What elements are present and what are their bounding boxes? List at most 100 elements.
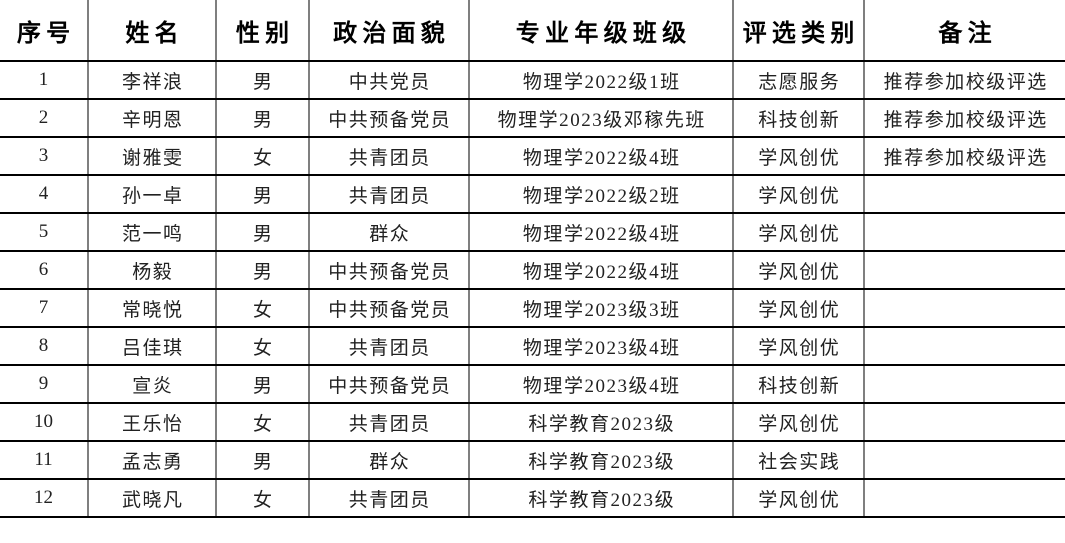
- cell-category: 学风创优: [733, 479, 865, 518]
- cell-category: 社会实践: [733, 441, 865, 480]
- table-row: 4 孙一卓男共青团员 物理学2022级2班 学风创优: [0, 175, 1065, 214]
- cell-class: 物理学2022级4班: [469, 137, 734, 176]
- cell-remark: [864, 251, 1065, 290]
- table-body: 1 李祥浪男中共党员 物理学2022级1班 志愿服务 推荐参加校级评选 2 辛明恩男中共预备…: [0, 61, 1065, 518]
- table-row: 7 常晓悦女中共预备党员 物理学2023级3班 学风创优: [0, 289, 1065, 328]
- cell-political_status: 共青团员: [309, 175, 470, 214]
- cell-category: 志愿服务: [733, 61, 865, 100]
- cell-remark: 推荐参加校级评选: [864, 99, 1065, 138]
- cell-name: 吕佳琪: [88, 327, 217, 366]
- cell-gender: 女: [216, 479, 310, 518]
- cell-political_status: 共青团员: [309, 403, 470, 442]
- column-header-name: 姓名: [88, 0, 217, 62]
- cell-gender: 男: [216, 99, 310, 138]
- table-row: 10 王乐怡女共青团员 科学教育2023级 学风创优: [0, 403, 1065, 442]
- cell-remark: [864, 403, 1065, 442]
- cell-index: 12: [0, 479, 89, 518]
- cell-political_status: 中共党员: [309, 61, 470, 100]
- cell-remark: [864, 175, 1065, 214]
- column-header-class: 专业年级班级: [469, 0, 734, 62]
- table-row: 9 宣炎男中共预备党员 物理学2023级4班 科技创新: [0, 365, 1065, 404]
- cell-remark: [864, 289, 1065, 328]
- cell-political_status: 中共预备党员: [309, 289, 470, 328]
- table-row: 11 孟志勇男群众 科学教育2023级 社会实践: [0, 441, 1065, 480]
- cell-name: 李祥浪: [88, 61, 217, 100]
- cell-class: 物理学2023级邓稼先班: [469, 99, 734, 138]
- cell-category: 科技创新: [733, 99, 865, 138]
- table-row: 1 李祥浪男中共党员 物理学2022级1班 志愿服务 推荐参加校级评选: [0, 61, 1065, 100]
- cell-gender: 男: [216, 213, 310, 252]
- cell-category: 学风创优: [733, 289, 865, 328]
- cell-remark: [864, 327, 1065, 366]
- cell-name: 孙一卓: [88, 175, 217, 214]
- cell-name: 武晓凡: [88, 479, 217, 518]
- cell-class: 科学教育2023级: [469, 403, 734, 442]
- cell-index: 11: [0, 441, 89, 480]
- cell-gender: 男: [216, 365, 310, 404]
- cell-gender: 女: [216, 327, 310, 366]
- cell-name: 王乐怡: [88, 403, 217, 442]
- cell-class: 物理学2022级2班: [469, 175, 734, 214]
- cell-gender: 女: [216, 289, 310, 328]
- column-header-gender: 性别: [216, 0, 310, 62]
- cell-index: 6: [0, 251, 89, 290]
- cell-class: 物理学2023级3班: [469, 289, 734, 328]
- cell-index: 5: [0, 213, 89, 252]
- cell-class: 科学教育2023级: [469, 479, 734, 518]
- cell-category: 学风创优: [733, 251, 865, 290]
- cell-category: 科技创新: [733, 365, 865, 404]
- cell-class: 物理学2023级4班: [469, 365, 734, 404]
- cell-name: 谢雅雯: [88, 137, 217, 176]
- header-row: 序号 姓名 性别 政治面貌 专业年级班级 评选类别 备注: [0, 0, 1065, 62]
- cell-class: 物理学2022级4班: [469, 251, 734, 290]
- column-header-remark: 备注: [864, 0, 1065, 62]
- cell-remark: [864, 213, 1065, 252]
- cell-political_status: 中共预备党员: [309, 365, 470, 404]
- cell-class: 物理学2023级4班: [469, 327, 734, 366]
- cell-category: 学风创优: [733, 213, 865, 252]
- cell-political_status: 共青团员: [309, 479, 470, 518]
- student-awards-table: 序号 姓名 性别 政治面貌 专业年级班级 评选类别 备注 1 李祥浪男中共党员 物理学2022级…: [0, 0, 1065, 518]
- table-row: 8 吕佳琪女共青团员 物理学2023级4班 学风创优: [0, 327, 1065, 366]
- cell-political_status: 群众: [309, 213, 470, 252]
- cell-name: 范一鸣: [88, 213, 217, 252]
- cell-name: 孟志勇: [88, 441, 217, 480]
- table-row: 3 谢雅雯女共青团员 物理学2022级4班 学风创优 推荐参加校级评选: [0, 137, 1065, 176]
- cell-index: 2: [0, 99, 89, 138]
- cell-political_status: 中共预备党员: [309, 99, 470, 138]
- cell-index: 8: [0, 327, 89, 366]
- table-row: 6 杨毅男中共预备党员 物理学2022级4班 学风创优: [0, 251, 1065, 290]
- cell-index: 1: [0, 61, 89, 100]
- table-row: 5 范一鸣男群众 物理学2022级4班 学风创优: [0, 213, 1065, 252]
- cell-category: 学风创优: [733, 327, 865, 366]
- cell-political_status: 中共预备党员: [309, 251, 470, 290]
- cell-gender: 女: [216, 137, 310, 176]
- cell-gender: 男: [216, 251, 310, 290]
- cell-remark: 推荐参加校级评选: [864, 137, 1065, 176]
- cell-index: 7: [0, 289, 89, 328]
- table-row: 2 辛明恩男中共预备党员 物理学2023级邓稼先班 科技创新 推荐参加校级评选: [0, 99, 1065, 138]
- table-row: 12 武晓凡女共青团员 科学教育2023级 学风创优: [0, 479, 1065, 518]
- cell-name: 辛明恩: [88, 99, 217, 138]
- cell-category: 学风创优: [733, 403, 865, 442]
- cell-gender: 女: [216, 403, 310, 442]
- cell-gender: 男: [216, 441, 310, 480]
- cell-index: 10: [0, 403, 89, 442]
- column-header-political_status: 政治面貌: [309, 0, 470, 62]
- cell-category: 学风创优: [733, 137, 865, 176]
- cell-index: 9: [0, 365, 89, 404]
- cell-index: 3: [0, 137, 89, 176]
- cell-class: 科学教育2023级: [469, 441, 734, 480]
- cell-name: 杨毅: [88, 251, 217, 290]
- cell-remark: [864, 441, 1065, 480]
- cell-index: 4: [0, 175, 89, 214]
- cell-name: 宣炎: [88, 365, 217, 404]
- cell-political_status: 群众: [309, 441, 470, 480]
- cell-remark: 推荐参加校级评选: [864, 61, 1065, 100]
- cell-political_status: 共青团员: [309, 327, 470, 366]
- column-header-category: 评选类别: [733, 0, 865, 62]
- cell-name: 常晓悦: [88, 289, 217, 328]
- cell-political_status: 共青团员: [309, 137, 470, 176]
- column-header-index: 序号: [0, 0, 89, 62]
